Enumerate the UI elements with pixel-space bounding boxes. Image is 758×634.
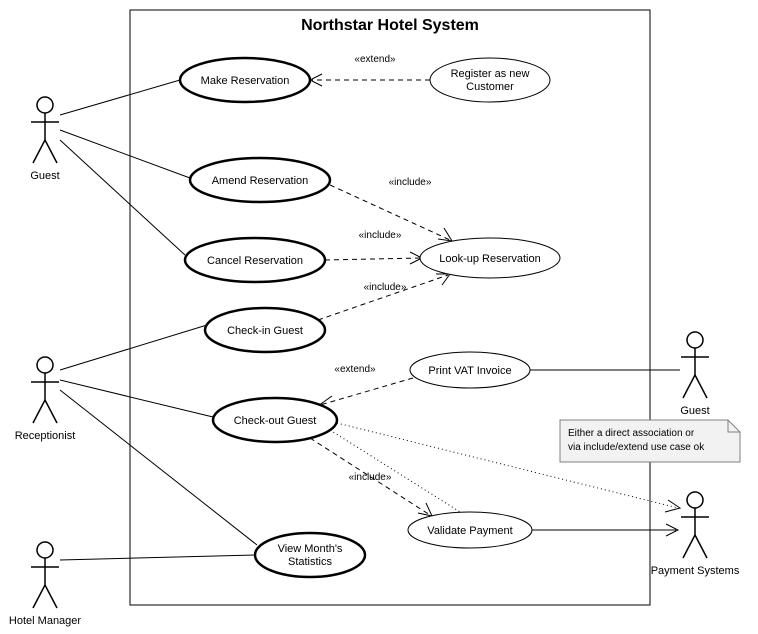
svg-text:Either a direct association or: Either a direct association or xyxy=(568,428,695,439)
actor-label: Receptionist xyxy=(15,430,76,442)
actor-guest-left: Guest xyxy=(30,97,59,182)
assoc-line xyxy=(60,80,180,115)
include-cancel-lookup: «include» xyxy=(325,230,422,264)
usecase-print-vat: Print VAT Invoice xyxy=(410,352,530,388)
svg-text:View Month's: View Month's xyxy=(278,543,343,555)
svg-text:Customer: Customer xyxy=(466,81,514,93)
svg-text:Print VAT Invoice: Print VAT Invoice xyxy=(428,365,511,377)
actor-label: Payment Systems xyxy=(651,565,740,577)
include-checkout-validate: «include» xyxy=(310,438,432,516)
usecase-diagram: Northstar Hotel System Guest Receptionis… xyxy=(0,0,758,634)
actor-guest-right: Guest xyxy=(680,332,709,417)
svg-text:«include»: «include» xyxy=(389,177,432,188)
note: Either a direct association or via inclu… xyxy=(560,420,740,462)
svg-text:«extend»: «extend» xyxy=(354,54,396,65)
assoc-line xyxy=(60,325,207,370)
actor-hotel-manager: Hotel Manager xyxy=(9,542,81,627)
assoc-line-arrow xyxy=(532,524,678,536)
svg-text:Check-out Guest: Check-out Guest xyxy=(234,415,317,427)
assoc-line xyxy=(60,555,255,560)
system-title: Northstar Hotel System xyxy=(301,17,479,34)
svg-text:Cancel Reservation: Cancel Reservation xyxy=(207,255,303,267)
usecase-checkout-guest: Check-out Guest xyxy=(213,398,337,442)
extend-register: «extend» xyxy=(310,54,430,86)
svg-text:«extend»: «extend» xyxy=(334,364,376,375)
usecase-validate-payment: Validate Payment xyxy=(408,512,532,548)
assoc-line xyxy=(60,130,190,178)
usecase-make-reservation: Make Reservation xyxy=(180,58,310,102)
usecase-register-customer: Register as new Customer xyxy=(430,58,550,102)
svg-text:Register as new: Register as new xyxy=(451,68,530,80)
svg-text:Amend Reservation: Amend Reservation xyxy=(212,175,309,187)
actor-label: Guest xyxy=(680,405,709,417)
svg-text:Make Reservation: Make Reservation xyxy=(201,75,290,87)
usecase-checkin-guest: Check-in Guest xyxy=(205,308,325,352)
svg-text:«include»: «include» xyxy=(349,472,392,483)
svg-text:via include/extend use case ok: via include/extend use case ok xyxy=(568,442,705,453)
actor-label: Guest xyxy=(30,170,59,182)
arrowhead-icon xyxy=(665,500,680,512)
usecase-view-stats: View Month's Statistics xyxy=(255,533,365,577)
assoc-line xyxy=(60,380,213,417)
svg-text:«include»: «include» xyxy=(364,282,407,293)
usecase-amend-reservation: Amend Reservation xyxy=(190,158,330,202)
svg-text:Statistics: Statistics xyxy=(288,556,333,568)
assoc-line xyxy=(60,140,185,255)
dotted-assoc xyxy=(330,430,460,512)
svg-text:Look-up Reservation: Look-up Reservation xyxy=(439,253,541,265)
actor-receptionist: Receptionist xyxy=(15,357,76,442)
usecase-cancel-reservation: Cancel Reservation xyxy=(185,238,325,282)
include-checkin-lookup: «include» xyxy=(318,274,450,320)
actor-payment-systems: Payment Systems xyxy=(651,492,740,577)
usecase-lookup-reservation: Look-up Reservation xyxy=(420,238,560,278)
svg-text:«include»: «include» xyxy=(359,230,402,241)
svg-text:Check-in Guest: Check-in Guest xyxy=(227,325,303,337)
actor-label: Hotel Manager xyxy=(9,615,81,627)
extend-printvat-checkout: «extend» xyxy=(318,364,413,410)
svg-text:Validate Payment: Validate Payment xyxy=(427,525,512,537)
